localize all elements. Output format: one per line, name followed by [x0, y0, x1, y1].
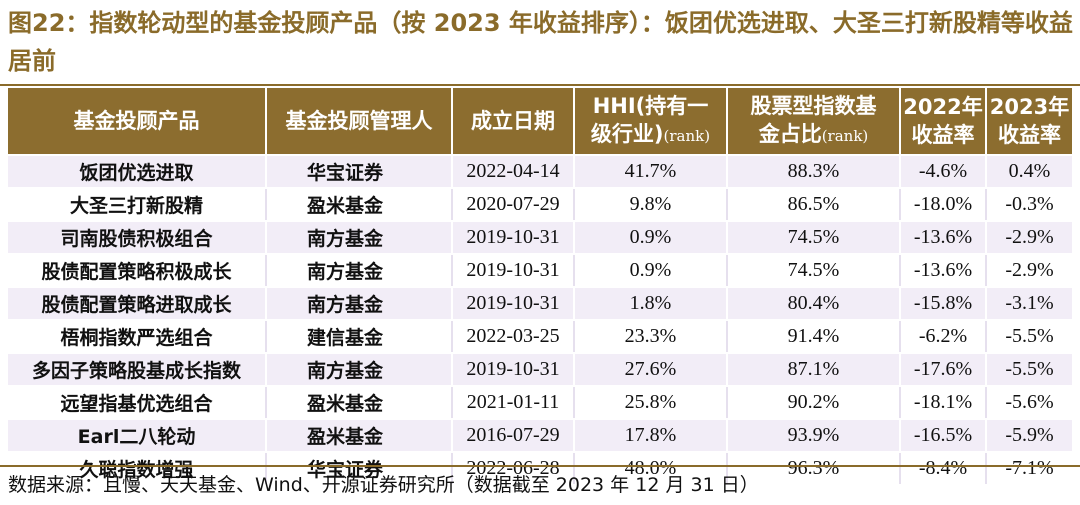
return-2023-cell: 0.4% [986, 155, 1072, 189]
header-product: 基金投顾产品 [8, 88, 267, 156]
launch-date-cell: 2020-07-29 [452, 188, 575, 222]
launch-date-cell: 2019-10-31 [452, 221, 575, 255]
launch-date-cell: 2019-10-31 [452, 287, 575, 321]
hhi-cell: 25.8% [574, 386, 728, 420]
table-row: 股债配置策略积极成长 南方基金 2019-10-31 0.9% 74.5% -13.6% -… [8, 254, 1072, 288]
return-2023-cell: -5.9% [986, 419, 1072, 453]
hhi-cell: 27.6% [574, 353, 728, 387]
product-cell: 股债配置策略积极成长 [8, 254, 267, 288]
manager-cell: 华宝证券 [266, 155, 453, 189]
return-2023-cell: -3.1% [986, 287, 1072, 321]
table-row: 梧桐指数严选组合 建信基金 2022-03-25 23.3% 91.4% -6.2% -5.… [8, 320, 1072, 354]
manager-cell: 建信基金 [266, 320, 453, 354]
index-share-cell: 88.3% [727, 155, 901, 189]
manager-cell: 华宝证券 [266, 452, 453, 486]
return-2023-cell: -5.5% [986, 320, 1072, 354]
hhi-cell: 0.9% [574, 254, 728, 288]
launch-date-cell: 2022-03-25 [452, 320, 575, 354]
manager-cell: 南方基金 [266, 221, 453, 255]
index-share-cell: 91.4% [727, 320, 901, 354]
header-return-2022: 2022年 收益率 [900, 88, 987, 156]
index-share-cell: 96.3% [727, 452, 901, 486]
hhi-cell: 17.8% [574, 419, 728, 453]
return-2023-cell: -2.9% [986, 221, 1072, 255]
return-2023-cell: -0.3% [986, 188, 1072, 222]
manager-cell: 南方基金 [266, 254, 453, 288]
product-cell: 股债配置策略进取成长 [8, 287, 267, 321]
title-divider [0, 84, 1080, 86]
return-2022-cell: -15.8% [900, 287, 987, 321]
return-2023-cell: -5.5% [986, 353, 1072, 387]
return-2022-cell: -17.6% [900, 353, 987, 387]
table-row: 股债配置策略进取成长 南方基金 2019-10-31 1.8% 80.4% -15.8% -… [8, 287, 1072, 321]
return-2022-cell: -13.6% [900, 221, 987, 255]
header-launch-date: 成立日期 [452, 88, 575, 156]
index-share-cell: 74.5% [727, 221, 901, 255]
return-2023-cell: -7.1% [986, 452, 1072, 486]
header-manager: 基金投顾管理人 [266, 88, 453, 156]
table-header-row: 基金投顾产品 基金投顾管理人 成立日期 HHI(持有一 级行业)(rank) 股… [8, 88, 1072, 156]
figure-title: 图22：指数轮动型的基金投顾产品（按 2023 年收益排序）：饭团优选进取、大圣… [8, 9, 1073, 75]
hhi-cell: 48.0% [574, 452, 728, 486]
return-2022-cell: -18.1% [900, 386, 987, 420]
index-share-cell: 86.5% [727, 188, 901, 222]
return-2022-cell: -16.5% [900, 419, 987, 453]
return-2022-cell: -6.2% [900, 320, 987, 354]
index-share-cell: 93.9% [727, 419, 901, 453]
launch-date-cell: 2022-06-28 [452, 452, 575, 486]
source-divider [0, 465, 1080, 467]
table-row: 大圣三打新股精 盈米基金 2020-07-29 9.8% 86.5% -18.0% -0.3… [8, 188, 1072, 222]
hhi-cell: 0.9% [574, 221, 728, 255]
launch-date-cell: 2019-10-31 [452, 353, 575, 387]
return-2023-cell: -2.9% [986, 254, 1072, 288]
index-share-cell: 87.1% [727, 353, 901, 387]
manager-cell: 盈米基金 [266, 188, 453, 222]
index-share-cell: 80.4% [727, 287, 901, 321]
launch-date-cell: 2019-10-31 [452, 254, 575, 288]
launch-date-cell: 2016-07-29 [452, 419, 575, 453]
manager-cell: 南方基金 [266, 287, 453, 321]
return-2022-cell: -13.6% [900, 254, 987, 288]
hhi-cell: 1.8% [574, 287, 728, 321]
product-cell: Earl二八轮动 [8, 419, 267, 453]
return-2023-cell: -5.6% [986, 386, 1072, 420]
product-cell: 久聪指数增强 [8, 452, 267, 486]
table-row: 远望指基优选组合 盈米基金 2021-01-11 25.8% 90.2% -18.1% -5… [8, 386, 1072, 420]
table-row: 司南股债积极组合 南方基金 2019-10-31 0.9% 74.5% -13.6% -2.… [8, 221, 1072, 255]
manager-cell: 盈米基金 [266, 419, 453, 453]
product-cell: 大圣三打新股精 [8, 188, 267, 222]
manager-cell: 南方基金 [266, 353, 453, 387]
launch-date-cell: 2022-04-14 [452, 155, 575, 189]
table-row: 饭团优选进取 华宝证券 2022-04-14 41.7% 88.3% -4.6% 0.4% [8, 155, 1072, 189]
data-source-note: 数据来源：且慢、天天基金、Wind、开源证券研究所（数据截至 2023 年 12… [8, 474, 759, 496]
hhi-cell: 41.7% [574, 155, 728, 189]
return-2022-cell: -4.6% [900, 155, 987, 189]
fund-advisory-table: 基金投顾产品 基金投顾管理人 成立日期 HHI(持有一 级行业)(rank) 股… [8, 88, 1072, 486]
table-row: Earl二八轮动 盈米基金 2016-07-29 17.8% 93.9% -16.5% -5… [8, 419, 1072, 453]
product-cell: 远望指基优选组合 [8, 386, 267, 420]
header-hhi: HHI(持有一 级行业)(rank) [574, 88, 728, 156]
product-cell: 梧桐指数严选组合 [8, 320, 267, 354]
manager-cell: 盈米基金 [266, 386, 453, 420]
table-row: 久聪指数增强 华宝证券 2022-06-28 48.0% 96.3% -8.4% -7.1% [8, 452, 1072, 486]
index-share-cell: 74.5% [727, 254, 901, 288]
index-share-cell: 90.2% [727, 386, 901, 420]
table-row: 多因子策略股基成长指数 南方基金 2019-10-31 27.6% 87.1% -17.6… [8, 353, 1072, 387]
product-cell: 多因子策略股基成长指数 [8, 353, 267, 387]
product-cell: 司南股债积极组合 [8, 221, 267, 255]
return-2022-cell: -8.4% [900, 452, 987, 486]
return-2022-cell: -18.0% [900, 188, 987, 222]
header-return-2023: 2023年 收益率 [986, 88, 1072, 156]
hhi-cell: 23.3% [574, 320, 728, 354]
product-cell: 饭团优选进取 [8, 155, 267, 189]
header-index-fund-share: 股票型指数基 金占比(rank) [727, 88, 901, 156]
hhi-cell: 9.8% [574, 188, 728, 222]
launch-date-cell: 2021-01-11 [452, 386, 575, 420]
